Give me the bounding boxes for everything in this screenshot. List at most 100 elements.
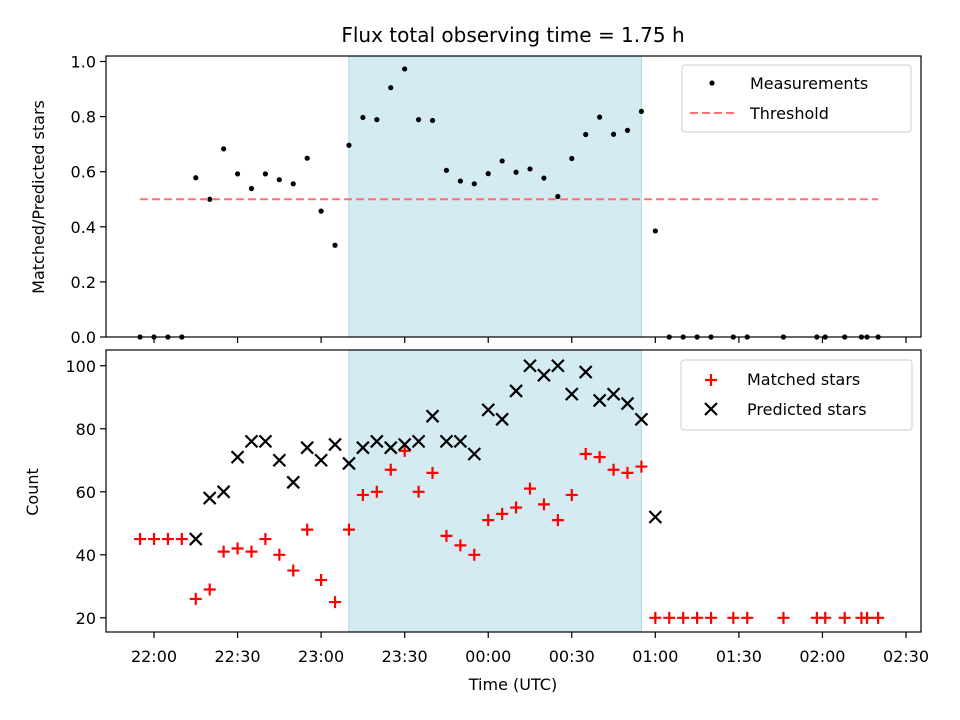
predicted-star-point (356, 440, 370, 455)
x-tick-label: 01:00 (632, 647, 678, 666)
matched-star-point (635, 460, 648, 473)
matched-star-point (482, 514, 495, 527)
matched-star-point (301, 523, 314, 536)
top-y-axis-label: Matched/Predicted stars (29, 100, 48, 294)
top-x-ticks (153, 337, 907, 343)
x-tick-label: 00:30 (549, 647, 595, 666)
matched-star-point (203, 583, 216, 596)
x-tick-label: 23:30 (382, 647, 428, 666)
matched-star-point (705, 611, 718, 624)
measurement-point (624, 127, 631, 133)
matched-star-point (342, 523, 355, 536)
matched-star-point (607, 463, 620, 476)
measurement-point (443, 167, 450, 173)
y-tick-label: 60 (76, 483, 96, 502)
predicted-star-point (509, 384, 523, 398)
measurement-point (193, 175, 199, 181)
matched-star-point (861, 611, 874, 624)
measurement-point (541, 175, 547, 181)
measurement-point (415, 117, 422, 123)
top-legend-box (681, 64, 912, 133)
y-tick-label: 0.0 (71, 328, 96, 347)
predicted-star-point (565, 387, 579, 401)
measurement-point (234, 171, 241, 177)
matched-star-point (468, 548, 481, 561)
predicted-star-point (230, 450, 245, 464)
y-tick-label: 0.2 (71, 273, 96, 292)
predicted-star-point (439, 434, 454, 449)
y-tick-label: 0.6 (71, 163, 96, 182)
legend-predicted-marker (704, 402, 718, 416)
matched-star-point (579, 447, 592, 460)
predicted-star-point (606, 387, 621, 401)
predicted-star-point (481, 403, 495, 417)
measurement-point (360, 114, 366, 121)
x-axis-label: Time (UTC) (468, 675, 557, 694)
x-tick-label: 22:00 (131, 647, 177, 666)
predicted-star-point (244, 434, 259, 449)
predicted-star-point (425, 409, 440, 423)
matched-star-point (259, 533, 272, 546)
x-tick-label: 22:30 (215, 647, 261, 666)
predicted-star-point (383, 440, 398, 455)
matched-star-point (217, 545, 230, 558)
matched-star-point (412, 485, 425, 498)
matched-star-point (649, 611, 662, 624)
bottom-highlight-window (348, 349, 642, 633)
matched-star-point (537, 498, 550, 511)
matched-star-point (727, 611, 740, 624)
predicted-star-point (592, 393, 607, 408)
measurement-point (207, 196, 213, 202)
predicted-star-point (537, 368, 551, 382)
predicted-star-point (202, 491, 217, 505)
predicted-star-point (342, 456, 356, 471)
predicted-star-point (648, 510, 663, 524)
x-tick-label: 01:30 (716, 647, 762, 666)
predicted-star-point (523, 358, 537, 373)
matched-star-point (621, 466, 634, 479)
x-tick-label: 02:30 (883, 647, 929, 666)
measurement-point (583, 131, 589, 138)
y-tick-label: 80 (76, 420, 96, 439)
y-tick-label: 0.4 (71, 218, 96, 237)
matched-star-point (741, 611, 754, 624)
predicted-star-point (300, 440, 314, 455)
top-legend: Measurements Threshold (681, 64, 912, 133)
y-tick-label: 1.0 (71, 53, 96, 72)
matched-star-point (315, 574, 328, 587)
x-tick-label: 23:00 (298, 647, 344, 666)
measurement-point (221, 146, 227, 152)
predicted-star-point (467, 447, 482, 461)
measurement-point (597, 114, 603, 120)
bottom-y-ticks: 20 40 60 80 100 (65, 357, 106, 628)
measurement-point (638, 108, 645, 114)
matched-star-point (148, 533, 160, 546)
legend-predicted-label: Predicted stars (747, 400, 867, 419)
predicted-star-point (551, 358, 565, 373)
predicted-star-point (328, 437, 342, 452)
legend-matched-label: Matched stars (747, 370, 860, 389)
matched-star-point (454, 539, 467, 552)
matched-star-point (593, 451, 606, 464)
matched-star-point (175, 533, 188, 546)
y-tick-label: 0.8 (71, 108, 96, 127)
matched-star-point (384, 463, 397, 476)
bottom-y-axis-label: Count (23, 468, 42, 516)
bottom-legend: Matched stars Predicted stars (680, 359, 913, 431)
matched-star-point (440, 529, 453, 542)
measurement-point (555, 193, 561, 200)
measurement-point (262, 171, 269, 177)
matched-star-point (245, 545, 258, 558)
measurement-point (290, 181, 296, 187)
matched-star-point (273, 548, 286, 561)
matched-star-point (356, 488, 369, 501)
top-y-ticks: 0.0 0.2 0.4 0.6 0.8 1.0 (71, 53, 106, 347)
bottom-panel: 20 40 60 80 100 22:00 22:30 23:00 23:30 00:00 00:… (23, 349, 929, 694)
y-tick-label: 20 (76, 609, 96, 628)
matched-star-point (189, 592, 202, 605)
bottom-axes-frame (105, 349, 922, 633)
measurement-point (513, 169, 519, 175)
matched-star-point (691, 611, 704, 624)
predicted-star-point (634, 412, 649, 427)
